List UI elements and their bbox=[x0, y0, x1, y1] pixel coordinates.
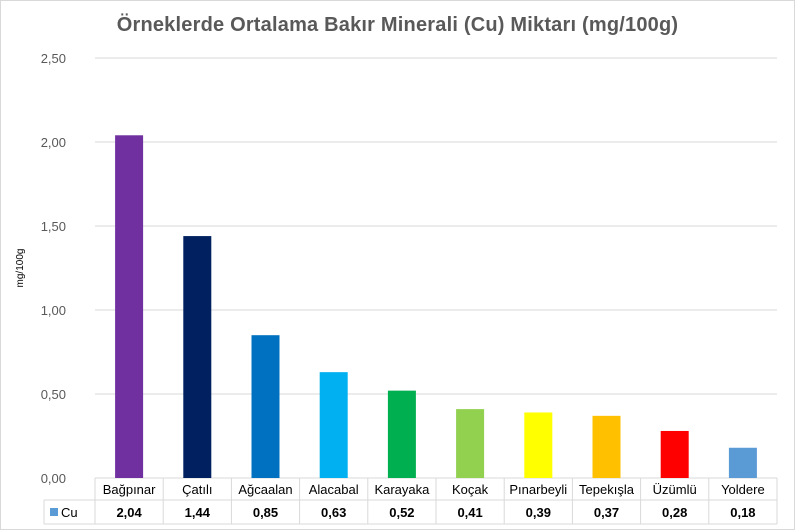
x-category-label: Ağcaalan bbox=[238, 482, 292, 497]
y-tick-label: 1,50 bbox=[41, 219, 66, 234]
bar-alacabal bbox=[319, 372, 348, 478]
bar-bağpınar bbox=[115, 135, 144, 478]
x-category-label: Bağpınar bbox=[103, 482, 156, 497]
data-value-label: 1,44 bbox=[185, 505, 211, 520]
legend-key bbox=[50, 508, 58, 516]
bar-çatılı bbox=[183, 236, 212, 478]
chart-title: Örneklerde Ortalama Bakır Minerali (Cu) … bbox=[116, 14, 679, 36]
x-category-label: Çatılı bbox=[182, 482, 212, 497]
data-value-label: 0,37 bbox=[594, 505, 619, 520]
data-value-label: 0,41 bbox=[457, 505, 482, 520]
bar-koçak bbox=[456, 409, 485, 478]
y-tick-label: 0,50 bbox=[41, 387, 66, 402]
data-value-label: 2,04 bbox=[116, 505, 142, 520]
bar-yoldere bbox=[728, 447, 757, 478]
x-category-label: Pınarbeyli bbox=[509, 482, 567, 497]
data-value-label: 0,18 bbox=[730, 505, 755, 520]
x-category-label: Alacabal bbox=[309, 482, 359, 497]
bars bbox=[115, 135, 757, 478]
data-value-label: 0,52 bbox=[389, 505, 414, 520]
data-value-label: 0,85 bbox=[253, 505, 278, 520]
bar-pınarbeyli bbox=[524, 412, 553, 478]
y-tick-label: 2,00 bbox=[41, 135, 66, 150]
bar-üzümlü bbox=[660, 430, 689, 478]
y-tick-label: 2,50 bbox=[41, 51, 66, 66]
data-value-label: 0,63 bbox=[321, 505, 346, 520]
data-table: Bağpınar 2,04 Çatılı 1,44 Ağcaalan 0,85 Alacab… bbox=[43, 478, 778, 525]
bar-tepekışla bbox=[592, 415, 621, 478]
y-tick-label: 1,00 bbox=[41, 303, 66, 318]
y-tick-labels: 0,00 0,50 1,00 1,50 2,00 2,50 bbox=[41, 51, 66, 486]
x-category-label: Üzümlü bbox=[653, 482, 697, 497]
x-category-label: Koçak bbox=[452, 482, 489, 497]
x-category-label: Yoldere bbox=[721, 482, 765, 497]
x-category-label: Tepekışla bbox=[579, 482, 635, 497]
bar-karayaka bbox=[387, 390, 416, 478]
x-category-label: Karayaka bbox=[374, 482, 430, 497]
data-value-label: 0,39 bbox=[526, 505, 551, 520]
series-name: Cu bbox=[61, 505, 78, 520]
data-value-label: 0,28 bbox=[662, 505, 687, 520]
bar-ağcaalan bbox=[251, 335, 280, 478]
y-tick-label: 0,00 bbox=[41, 471, 66, 486]
